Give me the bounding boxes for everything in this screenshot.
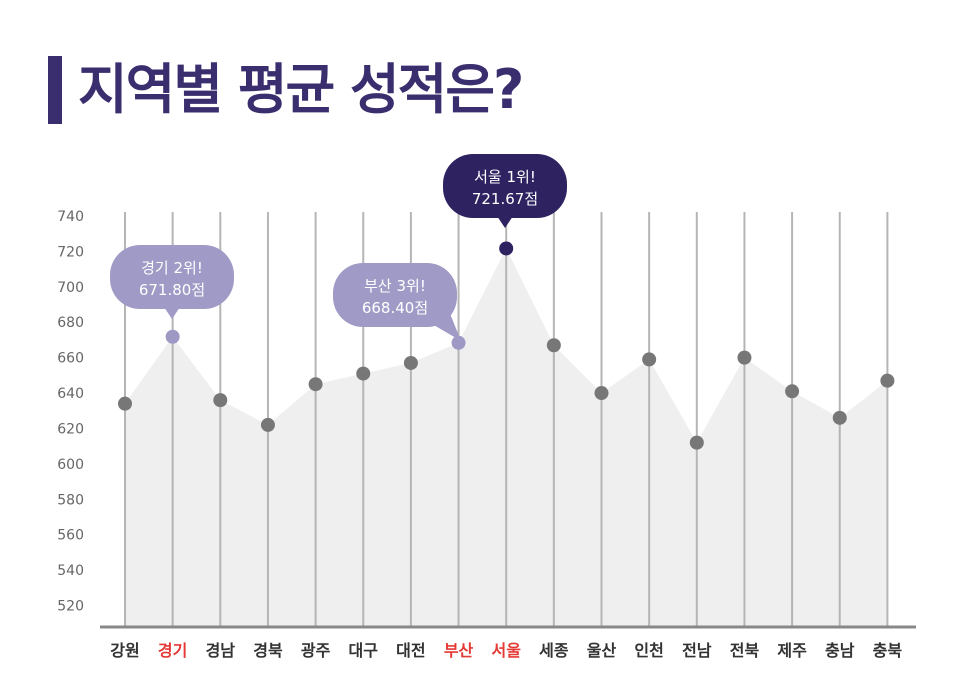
x-tick-label: 대구: [349, 641, 379, 660]
x-tick-label: 충북: [873, 641, 903, 660]
y-tick-label: 560: [57, 528, 84, 544]
data-point-경기: [165, 329, 180, 344]
data-point-대구: [356, 366, 371, 381]
annotation-bubble-부산: 부산 3위! 668.40점: [333, 263, 461, 341]
data-point-강원: [118, 396, 132, 411]
y-tick-label: 740: [57, 209, 84, 225]
y-tick-label: 540: [57, 563, 84, 579]
data-point-전북: [737, 350, 752, 365]
page-title: 지역별 평균 성적은?: [78, 58, 524, 121]
y-tick-label: 520: [57, 599, 84, 615]
annotation-bubble-경기: 경기 2위! 671.80점: [110, 245, 234, 319]
x-tick-label: 제주: [777, 641, 807, 660]
x-tick-label: 경기: [158, 641, 187, 660]
x-tick-label: 서울: [491, 641, 521, 660]
y-tick-label: 600: [57, 457, 84, 473]
data-point-경남: [213, 393, 228, 408]
x-tick-label: 세종: [539, 641, 569, 660]
x-tick-label: 경북: [253, 641, 283, 660]
annotation-rank-label: 부산 3위!: [364, 277, 426, 295]
annotation-score-label: 721.67점: [472, 190, 538, 208]
x-tick-label: 충남: [825, 641, 855, 660]
x-tick-label: 부산: [444, 641, 474, 660]
data-point-서울: [499, 241, 514, 256]
data-point-광주: [308, 377, 323, 392]
annotation-bubble-서울: 서울 1위! 721.67점: [443, 154, 567, 228]
x-tick-label: 대전: [396, 641, 425, 660]
data-point-부산: [451, 335, 466, 350]
data-point-충북: [880, 373, 895, 388]
data-point-인천: [642, 352, 657, 367]
y-tick-label: 640: [57, 386, 84, 402]
data-point-대전: [403, 355, 418, 370]
y-tick-label: 580: [57, 492, 84, 508]
x-tick-label: 전북: [730, 641, 760, 660]
annotation-score-label: 671.80점: [139, 281, 205, 299]
x-tick-label: 울산: [587, 641, 617, 660]
data-point-세종: [546, 338, 561, 353]
data-point-충남: [832, 410, 847, 425]
annotation-rank-label: 서울 1위!: [474, 168, 536, 186]
x-tick-label: 광주: [301, 641, 331, 660]
y-tick-label: 720: [57, 244, 84, 260]
y-tick-label: 660: [57, 351, 84, 367]
y-tick-label: 680: [57, 315, 84, 331]
annotation-rank-label: 경기 2위!: [141, 259, 203, 277]
data-point-울산: [594, 386, 609, 401]
x-tick-label: 강원: [110, 641, 139, 660]
data-point-전남: [689, 435, 704, 450]
y-tick-label: 700: [57, 280, 84, 296]
x-tick-label: 인천: [634, 641, 663, 660]
annotation-score-label: 668.40점: [362, 299, 428, 317]
x-tick-label: 경남: [206, 641, 236, 660]
data-point-제주: [785, 384, 800, 399]
title-accent-bar: [48, 56, 62, 124]
x-tick-label: 전남: [682, 641, 712, 660]
data-point-경북: [260, 417, 275, 432]
y-tick-label: 620: [57, 421, 84, 437]
